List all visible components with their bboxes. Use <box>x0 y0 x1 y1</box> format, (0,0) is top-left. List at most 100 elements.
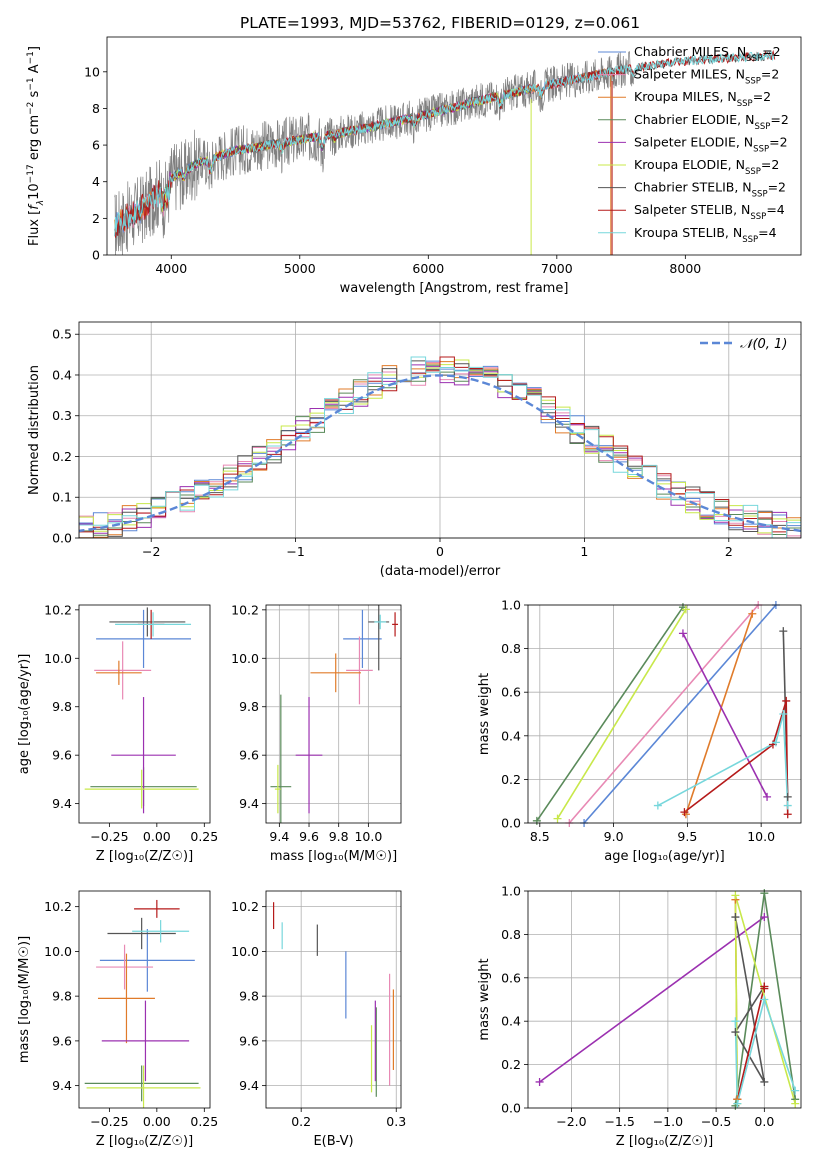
y-tick-label: 10.0 <box>44 651 72 666</box>
weight-marker-kroupa_stelib <box>731 1017 740 1026</box>
weight-marker-kroupa_stelib <box>779 710 788 718</box>
gaussian-curve <box>79 374 801 533</box>
y-tick-label: 2 <box>92 211 100 226</box>
y-tick-label: 10.2 <box>44 602 72 617</box>
y-tick-label: 0.8 <box>501 927 521 942</box>
weight-marker-salpeter_stelib <box>680 808 689 817</box>
axes-frame <box>527 604 802 824</box>
y-tick-label: 9.4 <box>239 1078 259 1093</box>
x-tick-label: 0.3 <box>386 1114 406 1129</box>
y-axis-label: age [log₁₀(age/yr)] <box>17 654 32 775</box>
panel-weight_vs_z: −2.0 −1.5 −1.0 −0.5 0.0 0.0 0.2 0.4 0.6 0.8 1.0 Z [… <box>477 884 802 1149</box>
axes-frame <box>265 890 402 1109</box>
y-axis-label-part: f <box>27 203 42 210</box>
y-tick-label: 4 <box>92 174 100 189</box>
weight-marker-kroupa_stelib <box>791 1086 800 1095</box>
x-tick-label: −1.5 <box>604 1114 634 1129</box>
legend-entry: Chabrier STELIB, NSSP=2 <box>634 180 786 200</box>
plot-area <box>536 605 789 823</box>
weight-line-chabrier_elodie <box>536 606 684 822</box>
legend-entry: Chabrier ELODIE, NSSP=2 <box>634 112 789 132</box>
weight-line-chabrier_miles <box>583 605 777 823</box>
y-tick-label: 1.0 <box>501 884 521 899</box>
legend-entry: Salpeter STELIB, NSSP=4 <box>634 202 785 222</box>
y-tick-label: 9.6 <box>52 748 72 763</box>
legend-text: Chabrier MILES, N <box>634 44 746 59</box>
y-axis-label-part: Flux [ <box>27 210 42 246</box>
y-axis-label: Normed distribution <box>27 365 42 495</box>
weight-marker-salpeter_stelib <box>760 984 769 993</box>
weight-marker-chabrier_stelib <box>731 913 740 922</box>
x-tick-label: 2 <box>725 544 733 559</box>
x-axis-label: mass [log₁₀(M/M☉)] <box>270 849 397 864</box>
model-line-salpeter_miles <box>114 68 611 235</box>
weight-line-salpeter_miles <box>568 605 759 823</box>
x-tick-label: −2.0 <box>556 1114 586 1129</box>
weight-marker-salpeter_elodie <box>763 792 772 801</box>
weight-marker-chabrier_elodie <box>760 889 769 898</box>
x-tick-label: 0.25 <box>190 829 218 844</box>
axes-frame <box>527 890 802 1109</box>
model-line-salpeter_stelib <box>114 49 776 238</box>
weight-marker-chabrier_stelib <box>779 627 788 636</box>
weight-line-salpeter_elodie <box>682 632 768 798</box>
x-tick-label: 7000 <box>541 261 573 276</box>
panel-age_vs_z: −0.25 0.00 0.25 9.4 9.6 9.8 10.0 10.2 Z [log₁₀(Z… <box>17 602 218 864</box>
weight-marker-chabrier_stelib <box>783 792 792 801</box>
weight-line-kroupa_stelib <box>734 996 796 1104</box>
weight-marker-kroupa_elodie <box>731 891 740 900</box>
y-tick-label: 0.0 <box>501 1101 521 1116</box>
plot-area <box>84 607 199 814</box>
y-tick-label: 0.8 <box>501 641 521 656</box>
grid <box>266 605 401 823</box>
x-tick-label: 9.8 <box>329 829 349 844</box>
y-tick-label: 9.6 <box>239 1033 259 1048</box>
y-tick-label: 0.4 <box>501 728 521 743</box>
legend-sub: SSP <box>737 99 753 109</box>
legend-text: Chabrier ELODIE, N <box>634 112 754 127</box>
weight-line-salpeter_stelib <box>683 700 789 815</box>
y-tick-label: 10.2 <box>231 602 259 617</box>
x-tick-label: 0.00 <box>143 1114 171 1129</box>
x-tick-label: −0.5 <box>701 1114 731 1129</box>
x-axis-label: wavelength [Angstrom, rest frame] <box>340 281 569 296</box>
x-axis-label: Z [log₁₀(Z/Z☉)] <box>96 1134 193 1149</box>
weight-marker-chabrier_stelib <box>731 1028 740 1037</box>
y-tick-label: 0.4 <box>501 1014 521 1029</box>
y-axis-label-part: −1 <box>26 77 36 90</box>
legend-text: Salpeter STELIB, N <box>634 202 750 217</box>
legend-entry: Kroupa ELODIE, NSSP=2 <box>634 157 779 177</box>
x-tick-label: 0.00 <box>143 829 171 844</box>
x-tick-label: 0 <box>436 544 444 559</box>
y-axis-label: mass weight <box>477 673 492 755</box>
x-tick-label: −1 <box>286 544 304 559</box>
y-tick-label: 0.3 <box>52 408 72 423</box>
x-tick-label: 8.5 <box>530 829 550 844</box>
legend-sub: SSP <box>742 235 758 245</box>
y-tick-label: 0.6 <box>501 685 521 700</box>
y-tick-label: 0.2 <box>52 449 72 464</box>
weight-marker-kroupa_stelib <box>760 995 769 1004</box>
y-tick-label: 0.6 <box>501 970 521 985</box>
legend-tail: =2 <box>762 44 780 59</box>
y-tick-label: 1.0 <box>501 598 521 613</box>
legend-tail: =2 <box>770 112 788 127</box>
legend-entry: Salpeter MILES, NSSP=2 <box>634 67 779 87</box>
legend-text: Salpeter MILES, N <box>634 67 745 82</box>
y-tick-label: 0.4 <box>52 367 72 382</box>
legend-sub: SSP <box>745 167 761 177</box>
axes-frame <box>78 321 802 539</box>
y-tick-label: 9.8 <box>52 699 72 714</box>
x-tick-label: 0.25 <box>190 1114 218 1129</box>
y-tick-label: 8 <box>92 101 100 116</box>
weight-marker-salpeter_stelib <box>782 696 791 705</box>
y-axis-label-part: λ <box>36 200 46 206</box>
legend-sub: SSP <box>753 144 769 154</box>
weight-marker-kroupa_miles <box>748 609 757 618</box>
grid <box>266 891 401 1108</box>
legend-tail: =2 <box>753 89 771 104</box>
panel-mass_vs_z: −0.25 0.00 0.25 9.4 9.6 9.8 10.0 10.2 Z [log₁₀(Z… <box>17 890 218 1149</box>
y-tick-label: 0.0 <box>52 531 72 546</box>
legend-sub: SSP <box>745 77 761 87</box>
weight-marker-salpeter_elodie <box>535 1077 544 1086</box>
